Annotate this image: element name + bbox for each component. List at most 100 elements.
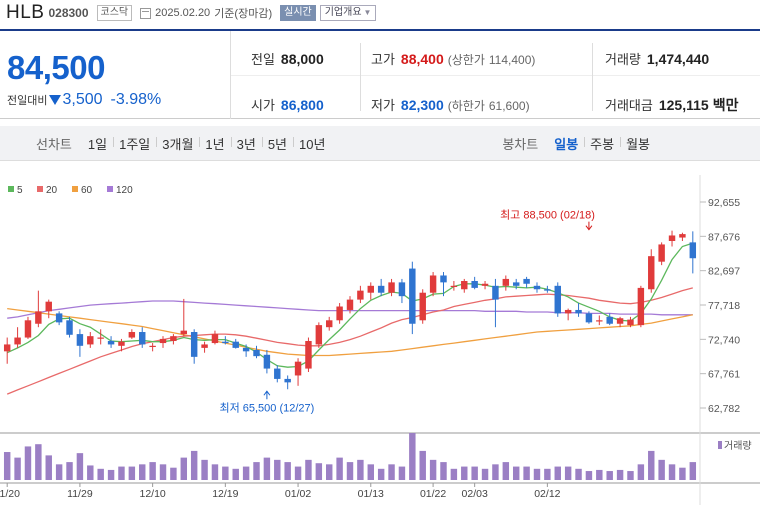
tab-3y[interactable]: 3년 [230,134,262,153]
volume-bar [502,462,510,480]
volume-bar [232,468,239,480]
candle-body [326,320,333,328]
y-tick-label: 92,655 [708,197,740,209]
candle-body [357,290,364,300]
volume-bar [596,469,603,480]
volume-value: 1,474,440 [646,51,710,67]
quote-panel: 84,500 전일대비 3,500 -3.98% 전일 88,000 고가 88… [0,29,760,119]
candle-body [159,338,167,344]
quote-date: 2025.02.20 [155,7,211,19]
candle-body [440,275,447,283]
volume-bar [190,450,198,480]
candle-body [284,378,291,383]
volume-bar [66,462,73,480]
candle-body [481,283,489,286]
volume-bar [357,459,364,480]
legend-label-20: 20 [46,185,58,196]
volume-bar [398,466,406,480]
x-tick-label: 01/13 [358,488,384,500]
volume-bar [294,466,302,480]
candle-chart-label[interactable]: 봉차트 [502,136,539,152]
volume-bar [606,471,613,480]
candle-body [87,336,94,345]
legend-label-60: 60 [81,185,93,196]
candle-body [55,313,63,323]
legend-label-120: 120 [116,185,133,196]
volume-bar [263,457,271,480]
tab-weekly[interactable]: 주봉 [584,134,620,153]
stock-name: HLB [6,2,45,23]
volume-bar [35,444,42,480]
volume-bar [315,463,323,480]
volume-bar [481,468,489,480]
stock-code: 028300 [48,6,89,20]
x-tick-label: 01/22 [420,488,446,500]
low-value: 82,300 [400,97,444,113]
candle-body [97,337,104,339]
open-cell: 시가 86,800 [251,95,324,114]
volume-legend-swatch [718,441,722,449]
candle-body [658,244,665,262]
volume-bar [575,468,582,480]
candle-body [253,349,260,357]
high-label: 고가 [371,52,395,67]
upper-limit-value: 114,400) [488,53,536,67]
volume-bar [492,464,499,480]
volume-bar [55,464,63,480]
candle-body [637,287,645,326]
candle-body [502,278,510,286]
candle-body [180,330,188,335]
candle-body [211,334,219,344]
candle-body [14,337,21,345]
volume-bar [367,464,374,480]
candle-body [419,292,426,321]
current-price: 84,500 [7,49,105,86]
tab-monthly[interactable]: 월봉 [620,134,656,153]
tab-1y[interactable]: 1년 [199,134,230,153]
col-divider [592,43,593,111]
realtime-button[interactable]: 실시간 [280,5,316,21]
company-info-button[interactable]: 기업개요 ▼ [319,5,377,21]
candle-body [346,299,354,310]
candle-body [585,313,593,323]
volume-bar [305,459,312,480]
upper-limit-label: (상한가 [447,53,485,67]
volume-bar [450,468,458,480]
candle-body [35,311,42,324]
x-tick-label: 11/29 [67,488,93,500]
candle-body [263,354,271,369]
volume-bar [377,468,385,480]
tab-5y[interactable]: 5년 [261,134,293,153]
low-arrow-head [263,390,271,396]
candle-body [294,361,302,376]
header-bar: HLB 028300 코스닥 2025.02.20 기준(장마감) 실시간 기업… [0,0,760,26]
candle-body [596,320,603,322]
candle-body [512,282,520,286]
y-tick-label: 82,697 [708,266,740,278]
y-tick-label: 87,676 [708,231,740,243]
volume-bar [616,469,624,480]
ma60-line [7,307,693,357]
line-chart-label[interactable]: 선차트 [36,136,72,152]
volume-bar [440,462,447,480]
candle-body [139,332,146,345]
high-cell: 고가 88,400 (상한가 114,400) [371,49,535,68]
candle-tabs: 봉차트 일봉 주봉 월봉 [496,134,760,153]
tab-1w[interactable]: 1주일 [113,134,156,153]
price-chart[interactable]: 5 20 60 120 92,655 87,676 82,697 77,718 72,740 67… [0,175,760,510]
volume-bar [159,464,167,480]
candle-body [377,285,385,293]
candle-body [627,319,634,326]
volume-bar [149,462,156,480]
low-label: 저가 [371,98,395,113]
volume-bar [128,466,136,480]
tab-10y[interactable]: 10년 [293,134,331,153]
volume-bar [24,446,32,480]
tab-daily[interactable]: 일봉 [554,136,579,152]
tab-3m[interactable]: 3개월 [156,134,199,153]
tab-1d[interactable]: 1일 [87,136,108,152]
market-badge: 코스닥 [96,5,133,21]
volume-bar [274,459,281,480]
volume-bar [45,455,52,480]
volume-bar [689,462,697,480]
